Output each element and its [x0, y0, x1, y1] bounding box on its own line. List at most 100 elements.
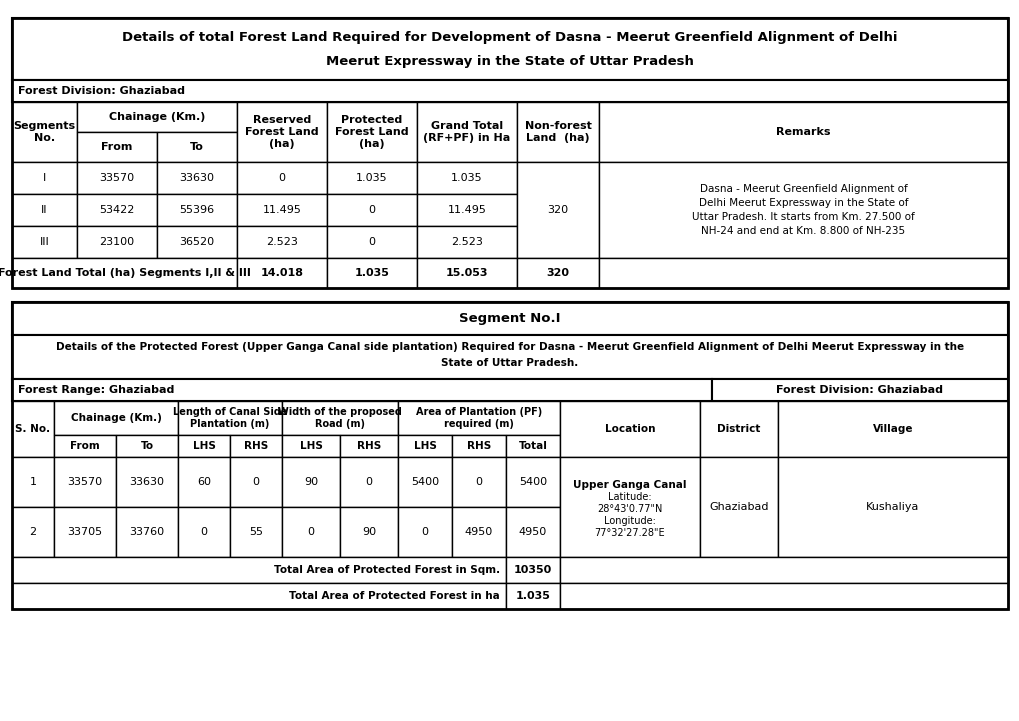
Text: 10350: 10350	[514, 565, 551, 575]
Text: Forest Land Total (ha) Segments I,II & III: Forest Land Total (ha) Segments I,II & I…	[0, 268, 251, 278]
Bar	[12, 557, 505, 583]
Bar	[12, 226, 76, 258]
Bar	[281, 507, 339, 557]
Text: 5400: 5400	[519, 477, 546, 487]
Text: Meerut Expressway in the State of Uttar Pradesh: Meerut Expressway in the State of Uttar …	[326, 56, 693, 68]
Bar	[417, 162, 517, 194]
Bar	[76, 162, 157, 194]
Text: 0: 0	[421, 527, 428, 537]
Text: 0: 0	[253, 477, 259, 487]
Bar	[12, 401, 54, 457]
Text: 2: 2	[30, 527, 37, 537]
Bar	[699, 457, 777, 557]
Text: 0: 0	[368, 205, 375, 215]
Bar	[12, 80, 1007, 102]
Text: From: From	[101, 142, 132, 152]
Bar	[157, 162, 236, 194]
Bar	[505, 557, 559, 583]
Text: RHS: RHS	[244, 441, 268, 451]
Text: RHS: RHS	[467, 441, 490, 451]
Text: Segment No.I: Segment No.I	[459, 312, 560, 325]
Bar	[54, 507, 116, 557]
Text: 5400: 5400	[411, 477, 438, 487]
Bar	[116, 507, 178, 557]
Bar	[12, 302, 1007, 609]
Text: 55396: 55396	[179, 205, 214, 215]
Text: 1: 1	[30, 477, 37, 487]
Text: 320: 320	[547, 205, 568, 215]
Bar	[76, 132, 157, 162]
Text: 0: 0	[201, 527, 207, 537]
Text: Ghaziabad: Ghaziabad	[708, 502, 768, 512]
Bar	[517, 258, 598, 288]
Bar	[451, 457, 505, 507]
Text: From: From	[70, 441, 100, 451]
Bar	[236, 162, 327, 194]
Text: 33760: 33760	[129, 527, 164, 537]
Bar	[777, 401, 1007, 457]
Text: 33630: 33630	[129, 477, 164, 487]
Text: 1.035: 1.035	[515, 591, 550, 601]
Text: 1.035: 1.035	[355, 268, 389, 278]
Text: Details of total Forest Land Required for Development of Dasna - Meerut Greenfie: Details of total Forest Land Required fo…	[122, 32, 897, 45]
Bar	[417, 102, 517, 162]
Bar	[157, 132, 236, 162]
Text: 4950: 4950	[519, 527, 546, 537]
Text: Non-forest
Land  (ha): Non-forest Land (ha)	[524, 121, 591, 143]
Bar	[598, 162, 1007, 258]
Text: 90: 90	[362, 527, 376, 537]
Bar	[12, 162, 76, 194]
Bar	[236, 226, 327, 258]
Text: Remarks: Remarks	[775, 127, 829, 137]
Text: Total Area of Protected Forest in ha: Total Area of Protected Forest in ha	[289, 591, 499, 601]
Bar	[281, 435, 339, 457]
Bar	[12, 258, 236, 288]
Bar	[76, 226, 157, 258]
Bar	[76, 102, 236, 132]
Text: Forest Division: Ghaziabad: Forest Division: Ghaziabad	[775, 385, 943, 395]
Text: Latitude:: Latitude:	[607, 492, 651, 502]
Text: Width of the proposed
Road (m): Width of the proposed Road (m)	[278, 407, 401, 429]
Text: Grand Total
(RF+PF) in Ha: Grand Total (RF+PF) in Ha	[423, 121, 511, 143]
Text: 1.035: 1.035	[450, 173, 482, 183]
Bar	[505, 507, 559, 557]
Bar	[397, 435, 451, 457]
Bar	[229, 435, 281, 457]
Text: 60: 60	[197, 477, 211, 487]
Bar	[327, 162, 417, 194]
Text: 0: 0	[368, 237, 375, 247]
Bar	[339, 435, 397, 457]
Bar	[339, 507, 397, 557]
Bar	[12, 335, 1007, 379]
Bar	[417, 226, 517, 258]
Bar	[517, 162, 598, 258]
Bar	[397, 457, 451, 507]
Bar	[327, 258, 417, 288]
Bar	[12, 302, 1007, 335]
Text: 77°32'27.28"E: 77°32'27.28"E	[594, 528, 664, 538]
Bar	[417, 194, 517, 226]
Text: LHS: LHS	[193, 441, 215, 451]
Bar	[327, 102, 417, 162]
Text: Longitude:: Longitude:	[603, 516, 655, 526]
Bar	[76, 194, 157, 226]
Text: 33705: 33705	[67, 527, 103, 537]
Bar	[116, 457, 178, 507]
Text: District: District	[716, 424, 760, 434]
Bar	[397, 401, 559, 435]
Bar	[236, 102, 327, 162]
Bar	[451, 435, 505, 457]
Bar	[12, 457, 54, 507]
Bar	[229, 457, 281, 507]
Text: 11.495: 11.495	[447, 205, 486, 215]
Text: Forest Range: Ghaziabad: Forest Range: Ghaziabad	[18, 385, 174, 395]
Bar	[598, 258, 1007, 288]
Bar	[12, 18, 1007, 80]
Text: 0: 0	[307, 527, 314, 537]
Text: 11.495: 11.495	[262, 205, 302, 215]
Bar	[559, 457, 699, 557]
Text: 23100: 23100	[99, 237, 135, 247]
Text: Total: Total	[518, 441, 547, 451]
Bar	[116, 435, 178, 457]
Bar	[559, 401, 699, 457]
